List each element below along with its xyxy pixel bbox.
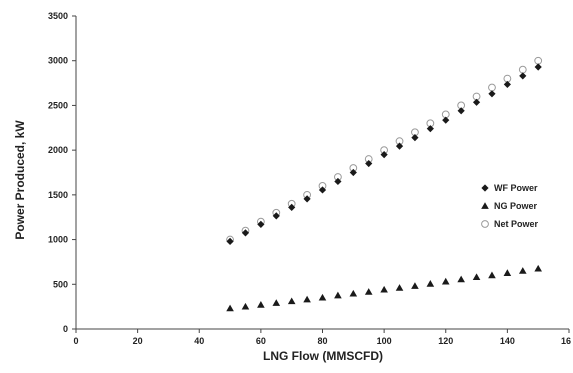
- data-point: [349, 289, 358, 297]
- data-point: [518, 267, 527, 274]
- data-point: [534, 63, 542, 71]
- axes: [75, 16, 569, 330]
- data-point: [364, 288, 373, 295]
- x-tick-label: 16: [561, 336, 571, 346]
- y-tick-label: 3500: [48, 11, 68, 21]
- legend-marker: [481, 202, 489, 209]
- data-point: [472, 273, 481, 280]
- data-point: [442, 116, 450, 124]
- legend-label: WF Power: [494, 183, 538, 193]
- legend: WF Power NG Power Net Power: [481, 183, 539, 229]
- series-ng-power: [226, 264, 542, 312]
- y-tick-label: 2000: [48, 145, 68, 155]
- data-point: [303, 195, 311, 203]
- data-point: [241, 302, 250, 310]
- data-point: [365, 159, 373, 168]
- data-point: [241, 229, 250, 237]
- y-axis-title: Power Produced, kW: [13, 120, 27, 240]
- legend-label: Net Power: [494, 219, 539, 229]
- x-tick-label: 80: [317, 336, 327, 346]
- y-tick-label: 3000: [48, 56, 68, 66]
- data-point: [334, 291, 342, 299]
- data-point: [534, 264, 542, 272]
- data-point: [272, 212, 280, 220]
- data-point: [457, 275, 465, 283]
- data-point: [488, 83, 496, 92]
- y-ticks: 0 500 1000 1500 2000 2500 3000 3500: [48, 11, 76, 334]
- data-point: [226, 237, 234, 245]
- y-tick-label: 0: [63, 324, 68, 334]
- series-net-power: [226, 56, 543, 244]
- x-tick-label: 120: [438, 336, 453, 346]
- x-tick-label: 60: [256, 336, 266, 346]
- data-point: [503, 80, 511, 89]
- legend-label: NG Power: [494, 201, 538, 211]
- data-point: [426, 125, 434, 133]
- data-point: [519, 72, 527, 80]
- data-point: [272, 299, 281, 306]
- data-point: [395, 142, 404, 150]
- y-tick-label: 1000: [48, 235, 68, 245]
- x-axis-title: LNG Flow (MMSCFD): [263, 349, 383, 363]
- y-tick-label: 500: [53, 279, 68, 289]
- data-points: [226, 56, 543, 312]
- data-point: [303, 295, 311, 303]
- data-point: [411, 282, 419, 289]
- x-ticks: 0 20 40 60 80 100 120 140 16: [73, 329, 571, 346]
- x-tick-label: 40: [194, 336, 204, 346]
- data-point: [395, 284, 404, 291]
- data-point: [534, 56, 543, 65]
- x-tick-label: 140: [500, 336, 515, 346]
- data-point: [318, 186, 327, 194]
- data-point: [457, 107, 465, 115]
- data-point: [380, 151, 388, 159]
- data-point: [503, 269, 512, 276]
- data-point: [411, 134, 419, 142]
- legend-marker: [481, 184, 489, 192]
- data-point: [488, 90, 496, 98]
- data-point: [518, 65, 527, 74]
- data-point: [349, 168, 357, 177]
- data-point: [226, 304, 234, 312]
- data-point: [334, 177, 342, 186]
- x-tick-label: 20: [133, 336, 143, 346]
- data-point: [441, 277, 450, 285]
- data-point: [426, 280, 435, 287]
- data-point: [488, 271, 496, 279]
- x-tick-label: 100: [377, 336, 392, 346]
- data-point: [288, 203, 296, 211]
- data-point: [287, 297, 296, 305]
- data-point: [380, 285, 388, 293]
- data-point: [257, 301, 265, 308]
- legend-marker: [481, 220, 489, 228]
- y-tick-label: 2500: [48, 100, 68, 110]
- data-point: [472, 98, 481, 106]
- data-point: [257, 220, 265, 228]
- data-point: [318, 293, 327, 301]
- y-tick-label: 1500: [48, 190, 68, 200]
- x-tick-label: 0: [73, 336, 78, 346]
- series-wf-power: [226, 63, 542, 245]
